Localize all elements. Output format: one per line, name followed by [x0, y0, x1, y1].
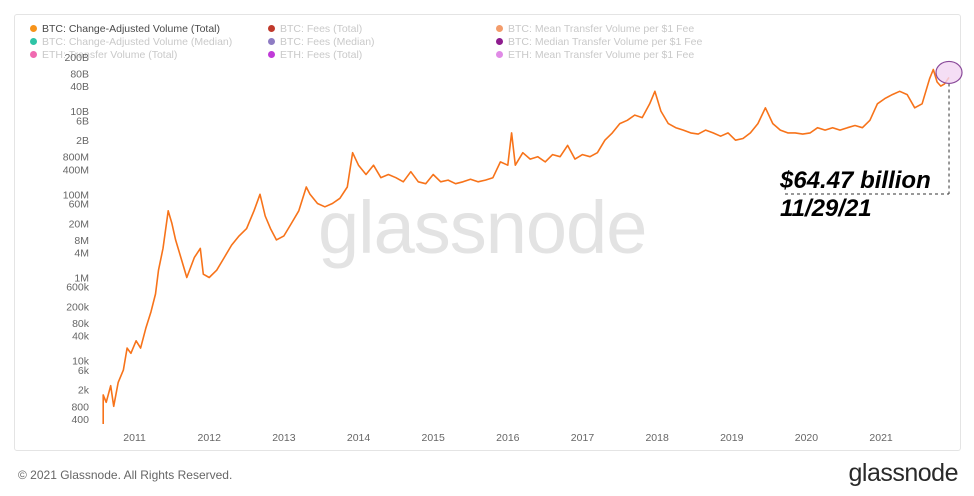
- y-tick-label: 6k: [78, 365, 90, 377]
- y-tick-label: 80k: [72, 318, 90, 330]
- y-tick-label: 100M: [63, 189, 89, 201]
- y-tick-label: 1M: [74, 272, 89, 284]
- annotation-date: 11/29/21: [780, 195, 872, 222]
- legend-item-2[interactable]: BTC: Mean Transfer Volume per $1 Fee: [496, 23, 694, 35]
- y-tick-label: 600k: [66, 282, 90, 294]
- x-tick-label: 2013: [272, 432, 296, 444]
- annotation-value: $64.47 billion: [780, 167, 931, 194]
- x-axis: 2011 2012 2013 2014 2015 2016 2017 2018 2019 2020…: [123, 432, 893, 444]
- legend-item-7[interactable]: ETH: Fees (Total): [268, 49, 362, 61]
- legend-dot-icon: [30, 38, 37, 45]
- y-tick-label: 200k: [66, 302, 90, 314]
- x-tick-label: 2018: [645, 432, 669, 444]
- legend-dot-icon: [268, 25, 275, 32]
- y-tick-label: 10B: [70, 106, 89, 118]
- y-tick-label: 200B: [64, 52, 89, 64]
- legend-dot-icon: [496, 25, 503, 32]
- legend-item-4[interactable]: BTC: Fees (Median): [268, 36, 375, 48]
- y-tick-label: 40B: [70, 81, 89, 93]
- legend-label: BTC: Mean Transfer Volume per $1 Fee: [508, 23, 695, 35]
- y-tick-label: 2B: [76, 135, 89, 147]
- x-tick-label: 2012: [198, 432, 222, 444]
- y-tick-label: 400M: [63, 164, 89, 176]
- legend-label: ETH: Transfer Volume (Total): [42, 49, 178, 61]
- y-tick-label: 800M: [63, 152, 89, 164]
- x-tick-label: 2011: [123, 432, 146, 444]
- legend-item-3[interactable]: BTC: Change-Adjusted Volume (Median): [30, 36, 232, 48]
- x-tick-label: 2020: [795, 432, 819, 444]
- legend-label: BTC: Change-Adjusted Volume (Total): [42, 23, 221, 35]
- legend-label: BTC: Change-Adjusted Volume (Median): [42, 36, 233, 48]
- y-tick-label: 6B: [76, 115, 89, 127]
- legend-label: BTC: Fees (Total): [280, 23, 363, 35]
- glassnode-logo[interactable]: glassnode: [848, 459, 959, 487]
- legend-item-0[interactable]: BTC: Change-Adjusted Volume (Total): [30, 23, 220, 35]
- x-tick-label: 2021: [869, 432, 893, 444]
- copyright-text: © 2021 Glassnode. All Rights Reserved.: [18, 468, 233, 482]
- legend-label: BTC: Median Transfer Volume per $1 Fee: [508, 36, 703, 48]
- chart-frame: [14, 14, 961, 451]
- legend-item-6[interactable]: ETH: Transfer Volume (Total): [30, 49, 177, 61]
- legend-item-5[interactable]: BTC: Median Transfer Volume per $1 Fee: [496, 36, 702, 48]
- legend-label: ETH: Fees (Total): [280, 49, 363, 61]
- y-tick-label: 40k: [72, 331, 90, 343]
- legend-dot-icon: [268, 51, 275, 58]
- x-tick-label: 2016: [496, 432, 520, 444]
- y-tick-label: 80B: [70, 69, 89, 81]
- legend-dot-icon: [496, 38, 503, 45]
- y-tick-label: 20M: [69, 218, 89, 230]
- y-tick-label: 60M: [69, 199, 89, 211]
- y-tick-label: 10k: [72, 356, 90, 368]
- legend-dot-icon: [30, 51, 37, 58]
- y-axis: 4008002k6k10k40k80k200k600k1M4M8M20M60M1…: [63, 52, 90, 426]
- legend-label: ETH: Mean Transfer Volume per $1 Fee: [508, 49, 695, 61]
- y-tick-label: 800: [71, 401, 89, 413]
- series-line-btc-volume[interactable]: [102, 68, 950, 425]
- x-tick-label: 2017: [571, 432, 595, 444]
- x-tick-label: 2015: [422, 432, 446, 444]
- legend-label: BTC: Fees (Median): [280, 36, 375, 48]
- y-tick-label: 2k: [78, 385, 90, 397]
- x-tick-label: 2014: [347, 432, 371, 444]
- x-tick-label: 2019: [720, 432, 744, 444]
- legend-item-8[interactable]: ETH: Mean Transfer Volume per $1 Fee: [496, 49, 694, 61]
- legend-dot-icon: [496, 51, 503, 58]
- legend-dot-icon: [268, 38, 275, 45]
- y-tick-label: 8M: [74, 235, 89, 247]
- legend-dot-icon: [30, 25, 37, 32]
- legend-item-1[interactable]: BTC: Fees (Total): [268, 23, 362, 35]
- y-tick-label: 400: [71, 414, 89, 426]
- highlight-circle: [935, 60, 963, 85]
- y-tick-label: 4M: [74, 247, 89, 259]
